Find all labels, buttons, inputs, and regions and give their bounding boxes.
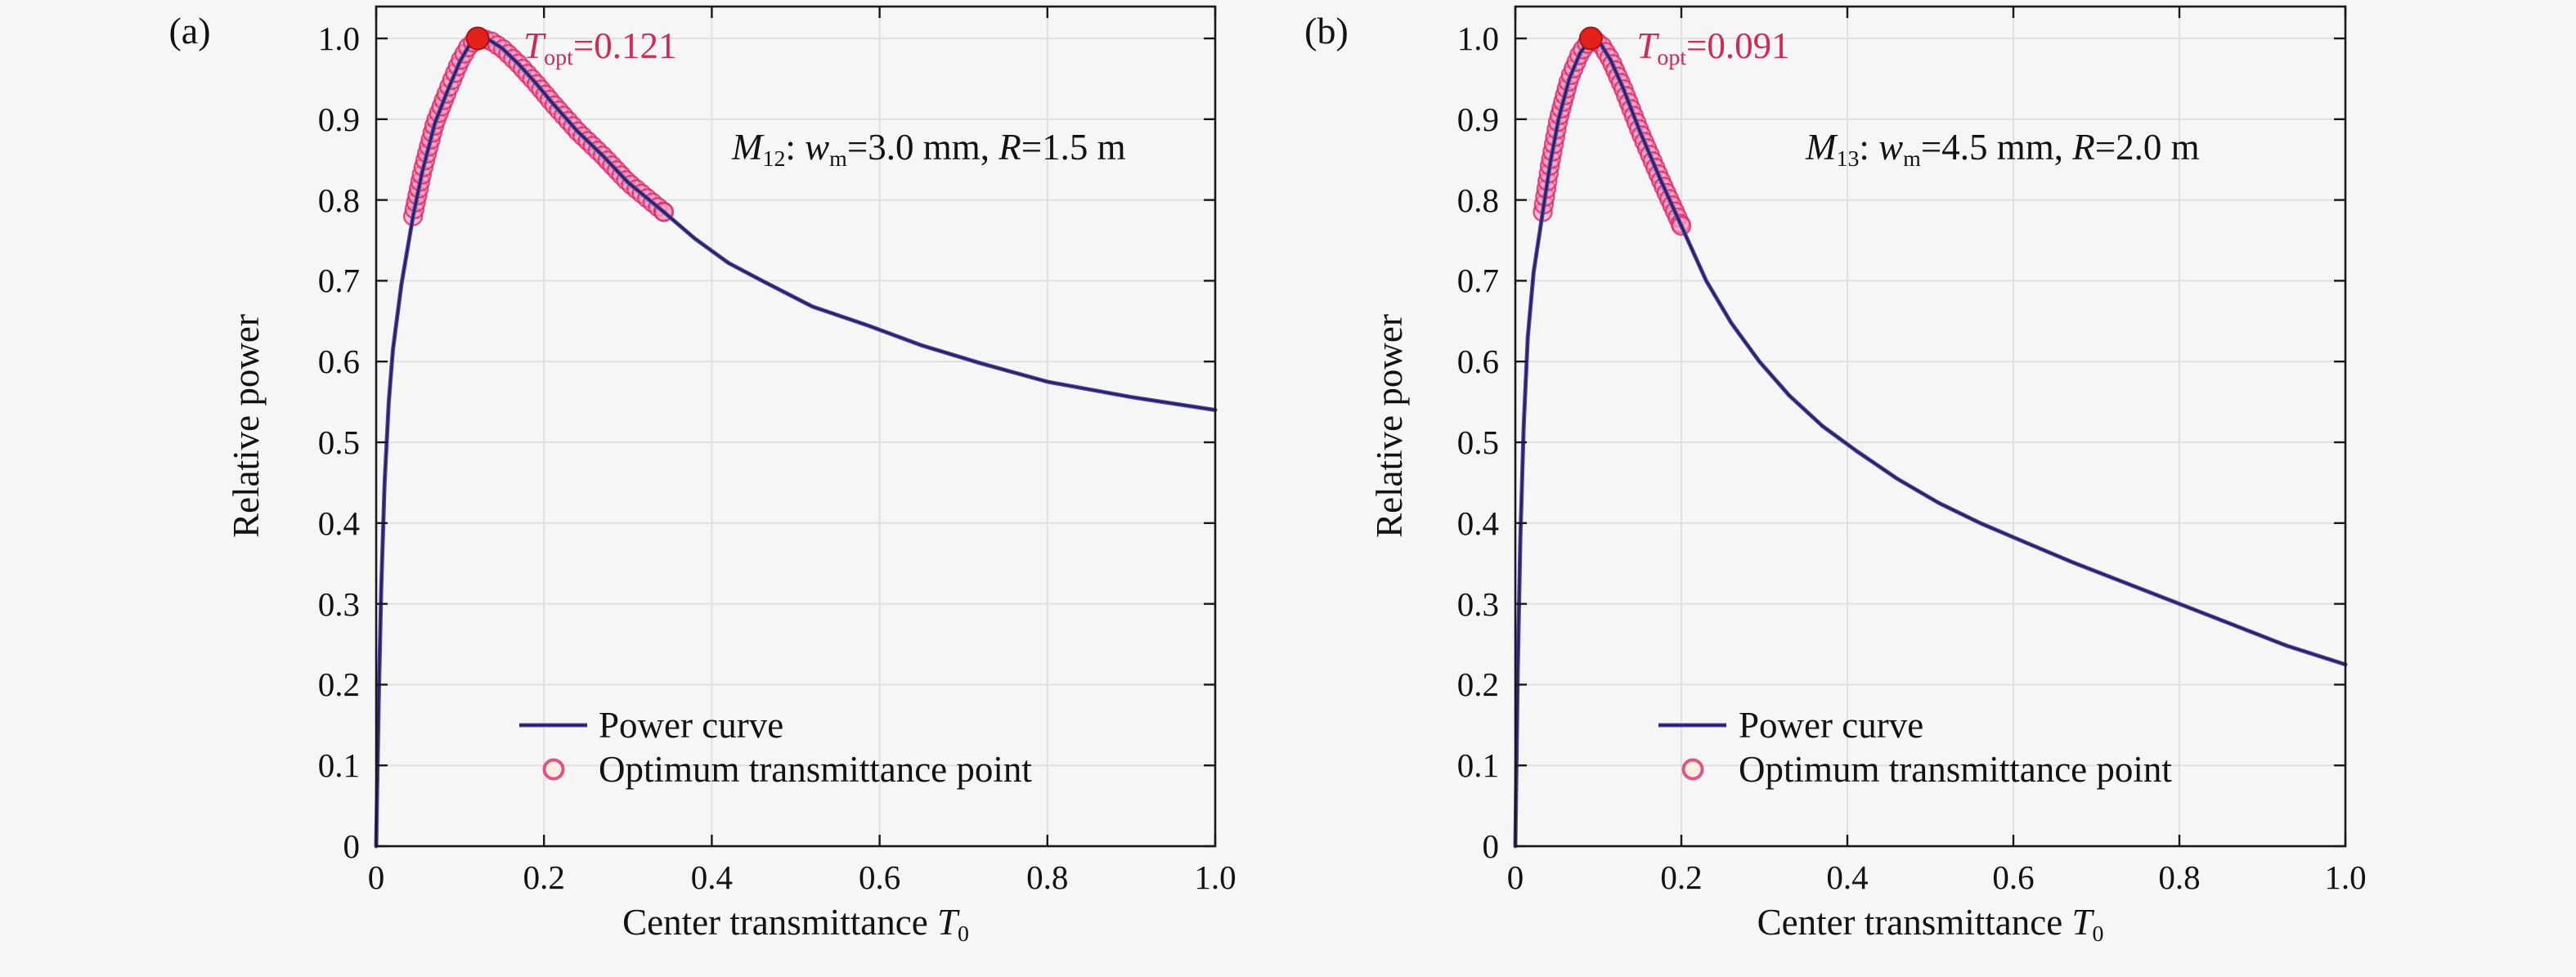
text-segment: =0.091 [1686, 25, 1790, 66]
text-segment: R [2072, 127, 2095, 168]
config-annotation: M13: wm=4.5 mm, R=2.0 m [1806, 126, 2200, 174]
optimum-point-marker [465, 26, 490, 51]
x-tick-label: 0.6 [858, 858, 901, 896]
x-axis-label: Center transmittance T0 [1757, 901, 2104, 949]
text-segment: m [829, 146, 847, 173]
legend-open-circle-marker [1681, 758, 1704, 781]
x-tick-label: 0 [1506, 858, 1524, 896]
y-tick-label: 0.1 [1456, 746, 1499, 785]
y-tick-label: 0.4 [1456, 504, 1499, 542]
panel-letter: (b) [1304, 10, 1349, 52]
y-tick-label: 0.3 [317, 585, 360, 623]
y-tick-label: 0.8 [1456, 181, 1499, 219]
y-tick-label: 0.3 [1456, 585, 1499, 623]
text-segment: w [1878, 127, 1904, 168]
text-segment: 0 [2092, 921, 2104, 948]
text-segment: =4.5 mm, [1920, 127, 2073, 168]
x-tick-label: 0.2 [1660, 858, 1703, 896]
y-tick-label: 0.8 [317, 181, 360, 219]
y-tick-label: 0.9 [317, 100, 360, 138]
text-segment: M [1806, 127, 1837, 168]
text-segment: =3.0 mm, [846, 127, 999, 168]
y-tick-label: 0.4 [317, 504, 360, 542]
axes-frame [1514, 5, 2347, 848]
y-tick-label: 0.2 [317, 666, 360, 704]
panel-letter: (a) [168, 10, 211, 52]
y-tick-label: 0.1 [317, 746, 360, 785]
text-segment: T [1636, 25, 1658, 66]
text-segment: 13 [1836, 146, 1860, 173]
legend-label-power-curve: Power curve [599, 705, 784, 746]
power-curve-core [375, 37, 1217, 848]
text-segment: M [732, 127, 763, 168]
topt-annotation: Topt=0.091 [1636, 25, 1789, 73]
y-tick-label: 0.7 [1456, 262, 1499, 300]
text-segment: opt [544, 45, 573, 71]
text-segment: T [2071, 902, 2093, 943]
y-tick-label: 0 [343, 827, 361, 865]
x-tick-label: 0.4 [690, 858, 734, 896]
y-axis-label: Relative power [226, 314, 267, 538]
text-segment: Center transmittance [1757, 902, 2072, 943]
text-segment: opt [1657, 45, 1687, 71]
x-tick-label: 0.4 [1826, 858, 1869, 896]
optimum-point-marker [1578, 26, 1603, 51]
legend-label-optimum-point: Optimum transmittance point [1739, 749, 2172, 790]
y-tick-label: 0 [1482, 827, 1500, 865]
text-segment: 0 [957, 921, 969, 948]
power-curve-core [1514, 37, 2347, 848]
text-segment: 12 [762, 146, 786, 173]
config-annotation: M12: wm=3.0 mm, R=1.5 m [732, 126, 1126, 174]
text-segment: T [523, 25, 545, 66]
text-segment: Center transmittance [622, 902, 937, 943]
text-segment: m [1903, 146, 1921, 173]
axes-frame [375, 5, 1217, 848]
x-tick-label: 1.0 [2324, 858, 2367, 896]
y-tick-label: 0.9 [1456, 100, 1499, 138]
x-tick-label: 1.0 [1194, 858, 1236, 896]
text-segment: =2.0 m [2094, 127, 2200, 168]
x-tick-label: 0.8 [2158, 858, 2201, 896]
y-axis-label: Relative power [1369, 314, 1410, 538]
legend-label-optimum-point: Optimum transmittance point [599, 749, 1032, 790]
x-tick-label: 0 [367, 858, 385, 896]
x-tick-label: 0.2 [523, 858, 565, 896]
text-segment: T [936, 902, 958, 943]
y-tick-label: 0.5 [317, 424, 360, 461]
text-segment: =1.5 m [1021, 127, 1126, 168]
legend-label-power-curve: Power curve [1739, 705, 1924, 746]
y-tick-label: 1.0 [1456, 20, 1499, 57]
legend-open-circle-marker [542, 758, 565, 781]
y-tick-label: 1.0 [317, 20, 360, 57]
x-tick-label: 0.6 [1992, 858, 2035, 896]
text-segment: w [805, 127, 830, 168]
topt-annotation: Topt=0.121 [523, 25, 676, 73]
y-tick-label: 0.5 [1456, 424, 1499, 461]
text-segment: R [999, 127, 1021, 168]
x-tick-label: 0.8 [1026, 858, 1069, 896]
y-tick-label: 0.2 [1456, 666, 1499, 704]
y-tick-label: 0.6 [317, 343, 360, 381]
text-segment: : [1859, 127, 1879, 168]
y-tick-label: 0.7 [317, 262, 360, 300]
text-segment: : [785, 127, 806, 168]
text-segment: =0.121 [572, 25, 677, 66]
x-axis-label: Center transmittance T0 [622, 901, 969, 949]
y-tick-label: 0.6 [1456, 343, 1499, 381]
